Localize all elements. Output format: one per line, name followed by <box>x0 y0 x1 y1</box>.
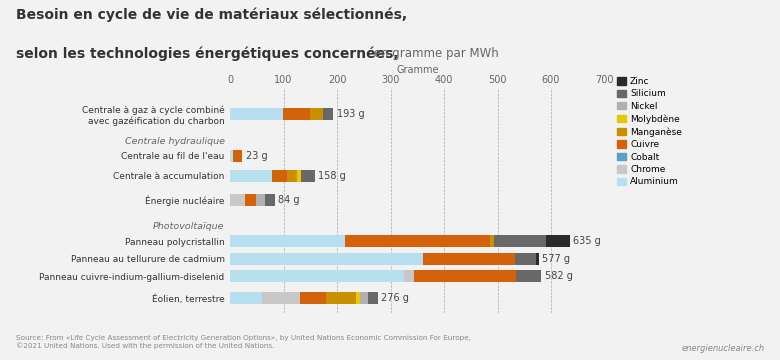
Bar <box>230 270 404 282</box>
Bar <box>262 292 300 304</box>
Bar <box>230 253 423 265</box>
Bar <box>271 170 287 181</box>
Bar <box>265 194 275 206</box>
Bar <box>360 292 367 304</box>
Text: energienucleaire.ch: energienucleaire.ch <box>681 344 764 353</box>
Bar <box>515 253 536 265</box>
Bar <box>345 235 490 247</box>
Text: 276 g: 276 g <box>381 293 409 303</box>
Bar <box>233 150 243 162</box>
Bar <box>301 170 314 181</box>
Bar <box>230 170 271 181</box>
Bar <box>494 235 546 247</box>
Bar <box>256 194 265 206</box>
Bar <box>423 253 515 265</box>
Bar <box>297 170 301 181</box>
Text: 23 g: 23 g <box>246 151 268 161</box>
Bar <box>300 292 326 304</box>
Bar <box>356 292 360 304</box>
Bar <box>536 253 539 265</box>
Bar <box>245 194 256 206</box>
Text: 84 g: 84 g <box>278 195 300 204</box>
Bar <box>490 235 494 247</box>
Bar <box>323 108 333 121</box>
Text: Source: From «Life Cycle Assessment of Electricity Generation Options», by Unite: Source: From «Life Cycle Assessment of E… <box>16 336 470 349</box>
Text: 158 g: 158 g <box>317 171 346 181</box>
Text: 193 g: 193 g <box>336 109 364 120</box>
Bar <box>230 108 282 121</box>
Bar <box>287 170 297 181</box>
Text: 577 g: 577 g <box>542 253 570 264</box>
Bar <box>230 150 233 162</box>
Bar <box>413 270 516 282</box>
Bar <box>404 270 413 282</box>
Text: selon les technologies énergétiques concernées,: selon les technologies énergétiques conc… <box>16 47 399 61</box>
Text: 582 g: 582 g <box>544 271 573 281</box>
Bar <box>310 108 323 121</box>
X-axis label: Gramme: Gramme <box>396 65 438 75</box>
Bar <box>516 270 541 282</box>
Bar <box>230 292 262 304</box>
Bar <box>326 292 356 304</box>
Text: 635 g: 635 g <box>573 236 601 246</box>
Bar <box>230 194 245 206</box>
Bar <box>230 235 345 247</box>
Bar <box>546 235 569 247</box>
Text: en gramme par MWh: en gramme par MWh <box>370 47 499 60</box>
Bar <box>367 292 378 304</box>
Bar <box>282 108 310 121</box>
Text: Besoin en cycle de vie de matériaux sélectionnés,: Besoin en cycle de vie de matériaux séle… <box>16 7 406 22</box>
Legend: Zinc, Silicium, Nickel, Molybdène, Manganèse, Cuivre, Cobalt, Chrome, Aluminium: Zinc, Silicium, Nickel, Molybdène, Manga… <box>616 77 682 186</box>
